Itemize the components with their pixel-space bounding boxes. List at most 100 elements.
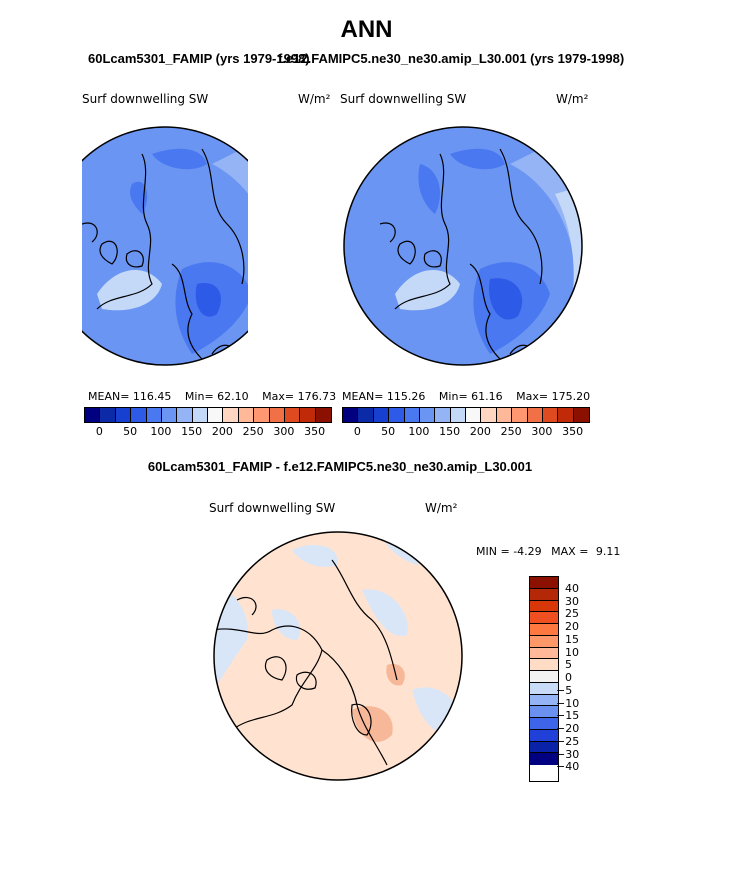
map-darker-region: [450, 148, 505, 170]
difference-colorbar: [529, 576, 559, 782]
map-boundary: [82, 126, 248, 366]
diff-positive-region: [352, 706, 393, 742]
panel2-min-label: Min=: [438, 390, 468, 403]
colorbar-swatch: [389, 408, 405, 422]
difference-polar-map: [213, 531, 463, 781]
map-boundary: [213, 531, 463, 781]
colorbar-swatch: [404, 408, 420, 422]
diff-min-label: MIN =: [476, 545, 510, 558]
colorbar-swatch: [530, 624, 558, 636]
colorbar-swatch: [530, 671, 558, 683]
colorbar-swatch: [115, 408, 132, 422]
colorbar-swatch: [530, 635, 558, 648]
colorbar-swatch: [466, 408, 482, 422]
colorbar-swatch: [530, 647, 558, 660]
colorbar-swatch: [481, 408, 497, 422]
panel1-polar-map: [82, 126, 248, 366]
colorbar-tick-label: 50: [123, 425, 138, 438]
colorbar-level-label: 20: [565, 620, 579, 633]
panel1-variable-label: Surf downwelling SW: [82, 92, 209, 106]
colorbar-swatch: [530, 706, 558, 718]
panel1-units-label: W/m²: [298, 92, 331, 106]
colorbar-swatch: [530, 682, 558, 695]
colorbar-swatch: [530, 741, 558, 754]
colorbar-swatch: [161, 408, 178, 422]
panel2-min-value: 61.16: [471, 390, 503, 403]
colorbar-swatch: [530, 600, 558, 613]
colorbar-swatch: [435, 408, 451, 422]
diff-negative-region: [292, 545, 338, 567]
diff-negative-region: [362, 589, 408, 636]
colorbar-swatch: [558, 408, 574, 422]
colorbar-tick-label: 350: [562, 425, 584, 438]
colorbar-tick-label: 300: [273, 425, 295, 438]
colorbar-tick-label: 200: [211, 425, 233, 438]
colorbar-level-label: −10: [556, 696, 580, 710]
colorbar-level-label: −20: [556, 722, 580, 735]
colorbar-swatch: [85, 408, 101, 422]
colorbar-tick-label: 300: [531, 425, 553, 438]
colorbar-level-label: 25: [565, 607, 579, 621]
right-case-title: f.e12.FAMIPC5.ne30_ne30.amip_L30.001 (yr…: [278, 51, 625, 66]
colorbar-tick-label: 100: [150, 425, 172, 438]
colorbar-swatch: [530, 577, 558, 589]
diff-max-label: MAX =: [551, 545, 589, 558]
panel1-colorbar-ticks: 0 50 100 150 200 250 300 350: [84, 425, 330, 439]
colorbar-swatch: [300, 408, 316, 422]
diff-units-label: W/m²: [425, 501, 458, 515]
map-darkest-region: [489, 278, 523, 320]
panel1-max-value: 176.73: [297, 390, 337, 403]
colorbar-swatch: [192, 408, 208, 422]
panel2-stats: MEAN= 115.26 Min= 61.16 Max= 175.20: [342, 390, 590, 403]
colorbar-swatch: [177, 408, 193, 422]
colorbar-level-label: −15: [556, 709, 580, 723]
colorbar-swatch: [496, 408, 513, 422]
colorbar-tick-label: 350: [304, 425, 326, 438]
panel1-max-label: Max=: [262, 390, 295, 403]
panel2-colorbar-ticks: 0 50 100 150 200 250 300 350: [342, 425, 588, 439]
panel1-colorbar: [84, 407, 332, 423]
colorbar-level-label: −40: [556, 760, 580, 774]
colorbar-tick-label: 200: [469, 425, 491, 438]
colorbar-swatch: [512, 408, 528, 422]
colorbar-swatch: [358, 408, 374, 422]
colorbar-swatch: [254, 408, 270, 422]
panel2-polar-map: [343, 126, 583, 366]
colorbar-level-label: 5: [565, 658, 572, 672]
colorbar-level-label: 40: [565, 581, 579, 595]
diff-min-max: MIN = -4.29 MAX = 9.11: [476, 545, 620, 558]
colorbar-level-label: −5: [556, 683, 573, 697]
panel1-mean-label: MEAN=: [88, 390, 130, 403]
panel1-stats: MEAN= 116.45 Min= 62.10 Max= 176.73: [88, 390, 336, 403]
map-darker-region: [152, 148, 207, 170]
colorbar-swatch: [315, 408, 331, 422]
map-darker-region: [418, 164, 440, 214]
colorbar-swatch: [373, 408, 390, 422]
colorbar-swatch: [530, 694, 558, 707]
diff-negative-region: [272, 609, 301, 640]
panel2-units-label: W/m²: [556, 92, 589, 106]
panel2-colorbar: [342, 407, 590, 423]
map-darkest-region: [195, 283, 221, 317]
colorbar-swatch: [573, 408, 589, 422]
colorbar-swatch: [530, 612, 558, 624]
panel1-mean-value: 116.45: [132, 390, 172, 403]
panel2-variable-label: Surf downwelling SW: [340, 92, 467, 106]
panel1-min-label: Min=: [184, 390, 214, 403]
panel1-min-value: 62.10: [217, 390, 249, 403]
colorbar-level-label: 30: [565, 594, 579, 608]
colorbar-level-label: 10: [565, 645, 579, 659]
panel2-max-label: Max=: [516, 390, 549, 403]
coastline: [214, 559, 398, 766]
map-boundary: [343, 126, 583, 366]
panel2-mean-value: 115.26: [386, 390, 426, 403]
colorbar-tick-label: 0: [95, 425, 103, 438]
colorbar-swatch: [343, 408, 359, 422]
colorbar-tick-label: 250: [500, 425, 522, 438]
difference-colorbar-labels: 40 30 25 20 15 10 5 0 −5 −10 −15 −20 −25 −30 −40: [556, 576, 625, 780]
colorbar-swatch: [208, 408, 224, 422]
left-case-title: 60Lcam5301_FAMIP (yrs 1979-1998): [88, 51, 310, 66]
colorbar-level-label: 0: [565, 671, 572, 684]
colorbar-swatch: [419, 408, 436, 422]
coastline: [379, 148, 543, 365]
